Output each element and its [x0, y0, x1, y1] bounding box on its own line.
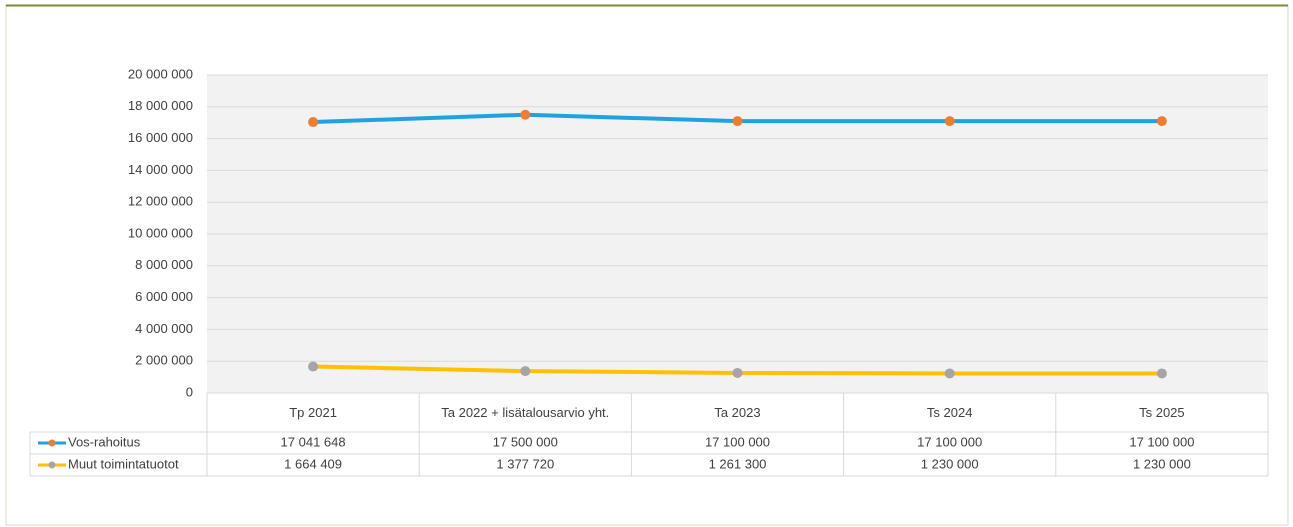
marker: [1156, 368, 1167, 379]
category-cell: Ts 2025: [1139, 405, 1185, 420]
legend-marker: [48, 439, 56, 447]
x-tick-label: Ts 2024: [926, 405, 973, 420]
category-cell: Ts 2024: [926, 405, 973, 420]
y-tick-label: 6 000 000: [135, 289, 193, 304]
y-tick-label: 4 000 000: [135, 321, 193, 336]
category-cell: Ta 2022 + lisätalousarvio yht.: [441, 405, 610, 420]
value-label: 17 041 648: [281, 434, 346, 449]
value-label: 17 100 000: [705, 434, 770, 449]
y-tick-label: 2 000 000: [135, 353, 193, 368]
marker: [520, 109, 531, 120]
marker: [308, 117, 319, 128]
marker: [944, 368, 955, 379]
y-tick-label: 8 000 000: [135, 257, 193, 272]
x-tick-label: Tp 2021: [289, 405, 337, 420]
y-tick-label: 14 000 000: [128, 162, 193, 177]
value-label: 17 100 000: [917, 434, 982, 449]
value-label: 1 230 000: [1133, 456, 1191, 471]
value-label: 17 100 000: [1129, 434, 1194, 449]
legend-label: Vos-rahoitus: [68, 434, 141, 449]
y-tick-label: 10 000 000: [128, 225, 193, 240]
y-tick-label: 0: [186, 384, 193, 399]
marker: [944, 116, 955, 127]
marker: [732, 367, 743, 378]
marker: [732, 116, 743, 127]
y-tick-label: 18 000 000: [128, 98, 193, 113]
value-label: 1 230 000: [921, 456, 979, 471]
y-tick-label: 20 000 000: [128, 66, 193, 81]
y-tick-label: 16 000 000: [128, 130, 193, 145]
x-tick-label: Ts 2025: [1139, 405, 1185, 420]
category-cell: Ta 2023: [714, 405, 761, 420]
y-tick-label: 12 000 000: [128, 194, 193, 209]
x-tick-label: Ta 2023: [714, 405, 761, 420]
value-label: 1 261 300: [709, 456, 767, 471]
value-label: 1 664 409: [284, 456, 342, 471]
value-label: 17 500 000: [493, 434, 558, 449]
marker: [1156, 116, 1167, 127]
marker: [520, 366, 531, 377]
x-tick-label: Ta 2022 + lisätalousarvio yht.: [441, 405, 610, 420]
marker: [308, 361, 319, 372]
category-cell: Tp 2021: [289, 405, 337, 420]
value-label: 1 377 720: [496, 456, 554, 471]
legend-label: Muut toimintatuotot: [68, 456, 179, 471]
legend-marker: [48, 461, 56, 469]
